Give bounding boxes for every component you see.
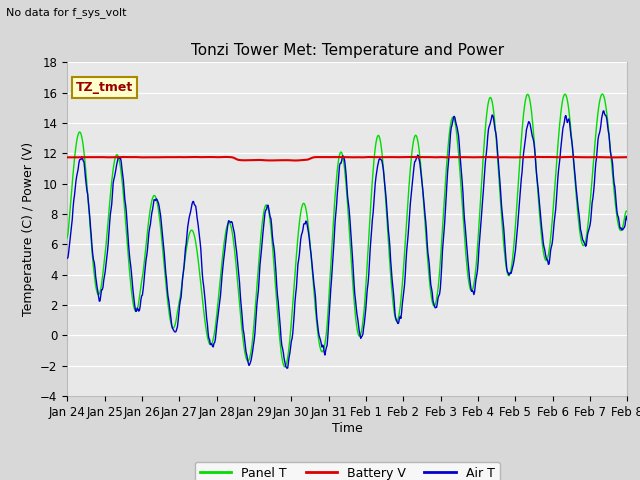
X-axis label: Time: Time bbox=[332, 421, 363, 434]
Text: No data for f_sys_volt: No data for f_sys_volt bbox=[6, 7, 127, 18]
Legend: Panel T, Battery V, Air T: Panel T, Battery V, Air T bbox=[195, 462, 499, 480]
Text: TZ_tmet: TZ_tmet bbox=[76, 81, 133, 94]
Title: Tonzi Tower Met: Temperature and Power: Tonzi Tower Met: Temperature and Power bbox=[191, 44, 504, 59]
Y-axis label: Temperature (C) / Power (V): Temperature (C) / Power (V) bbox=[22, 142, 35, 316]
